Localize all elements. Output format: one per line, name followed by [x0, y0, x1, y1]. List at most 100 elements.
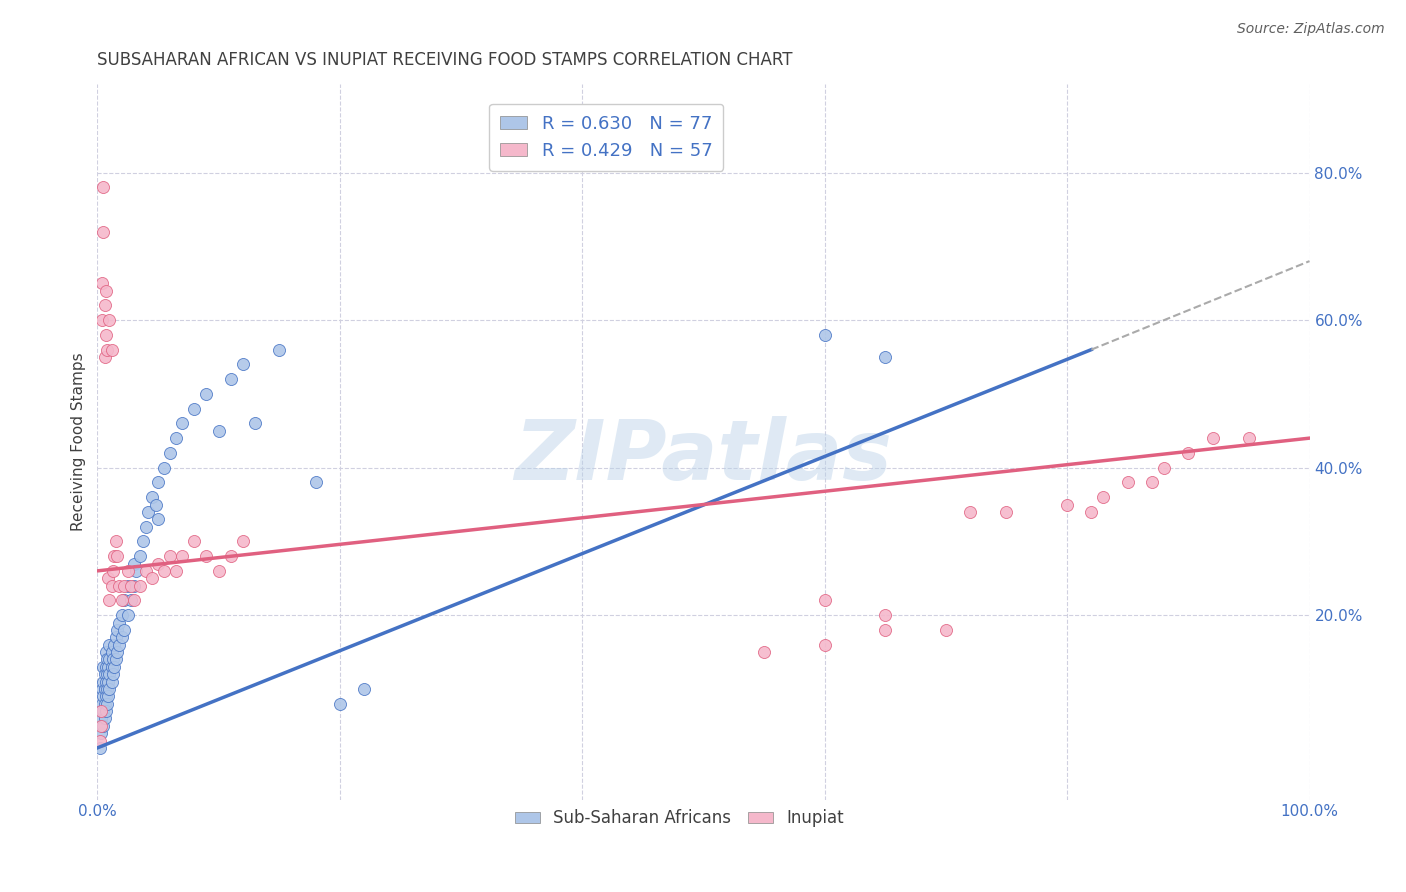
Point: [98, 667, 121, 681]
Point: [89, 733, 111, 747]
Point: [104, 630, 127, 644]
Point: [94, 674, 117, 689]
Point: [875, 623, 897, 637]
Point: [103, 638, 125, 652]
Point: [93, 298, 115, 312]
Point: [117, 564, 139, 578]
Point: [90, 711, 112, 725]
Point: [93, 180, 115, 194]
Text: ZIPatlas: ZIPatlas: [515, 416, 893, 497]
Point: [101, 645, 124, 659]
Point: [108, 638, 131, 652]
Point: [159, 446, 181, 460]
Point: [122, 593, 145, 607]
Point: [93, 350, 115, 364]
Point: [93, 659, 115, 673]
Point: [172, 549, 194, 563]
Point: [145, 498, 167, 512]
Point: [269, 343, 291, 357]
Point: [98, 593, 121, 607]
Point: [153, 564, 176, 578]
Point: [90, 704, 112, 718]
Point: [1201, 431, 1223, 445]
Point: [98, 652, 121, 666]
Point: [183, 401, 205, 416]
Point: [96, 667, 118, 681]
Point: [101, 564, 124, 578]
Point: [93, 711, 115, 725]
Point: [232, 534, 254, 549]
Point: [135, 564, 157, 578]
Point: [94, 704, 117, 718]
Point: [91, 697, 114, 711]
Point: [814, 638, 837, 652]
Point: [128, 549, 150, 563]
Text: SUBSAHARAN AFRICAN VS INUPIAT RECEIVING FOOD STAMPS CORRELATION CHART: SUBSAHARAN AFRICAN VS INUPIAT RECEIVING …: [97, 51, 793, 69]
Text: Source: ZipAtlas.com: Source: ZipAtlas.com: [1237, 22, 1385, 37]
Point: [105, 645, 128, 659]
Point: [98, 313, 121, 327]
Point: [93, 719, 115, 733]
Point: [91, 313, 114, 327]
Point: [1140, 475, 1163, 490]
Point: [110, 608, 132, 623]
Point: [122, 557, 145, 571]
Point: [959, 505, 981, 519]
Point: [117, 608, 139, 623]
Point: [128, 579, 150, 593]
Point: [1153, 460, 1175, 475]
Point: [195, 549, 218, 563]
Point: [97, 659, 120, 673]
Point: [1237, 431, 1260, 445]
Point: [132, 534, 155, 549]
Point: [94, 327, 117, 342]
Point: [89, 740, 111, 755]
Point: [97, 690, 120, 704]
Point: [120, 593, 142, 607]
Point: [329, 697, 352, 711]
Point: [91, 681, 114, 696]
Point: [146, 557, 169, 571]
Point: [165, 431, 187, 445]
Point: [1056, 498, 1078, 512]
Point: [110, 593, 132, 607]
Point: [94, 645, 117, 659]
Point: [120, 579, 142, 593]
Point: [195, 387, 218, 401]
Point: [97, 571, 120, 585]
Point: [112, 623, 135, 637]
Point: [1116, 475, 1139, 490]
Point: [112, 579, 135, 593]
Point: [94, 659, 117, 673]
Point: [112, 593, 135, 607]
Point: [207, 424, 229, 438]
Point: [101, 674, 124, 689]
Point: [875, 608, 897, 623]
Point: [125, 564, 148, 578]
Point: [96, 652, 118, 666]
Point: [935, 623, 957, 637]
Point: [117, 579, 139, 593]
Point: [101, 579, 124, 593]
Point: [219, 549, 242, 563]
Point: [353, 681, 375, 696]
Point: [91, 277, 114, 291]
Point: [108, 615, 131, 630]
Point: [94, 690, 117, 704]
Point: [98, 638, 121, 652]
Point: [172, 417, 194, 431]
Point: [752, 645, 775, 659]
Point: [136, 505, 159, 519]
Legend: Sub-Saharan Africans, Inupiat: Sub-Saharan Africans, Inupiat: [508, 803, 851, 834]
Point: [153, 460, 176, 475]
Point: [101, 343, 124, 357]
Point: [97, 674, 120, 689]
Point: [93, 697, 115, 711]
Y-axis label: Receiving Food Stamps: Receiving Food Stamps: [72, 352, 86, 531]
Point: [94, 284, 117, 298]
Point: [135, 519, 157, 533]
Point: [96, 681, 118, 696]
Point: [103, 549, 125, 563]
Point: [243, 417, 266, 431]
Point: [105, 549, 128, 563]
